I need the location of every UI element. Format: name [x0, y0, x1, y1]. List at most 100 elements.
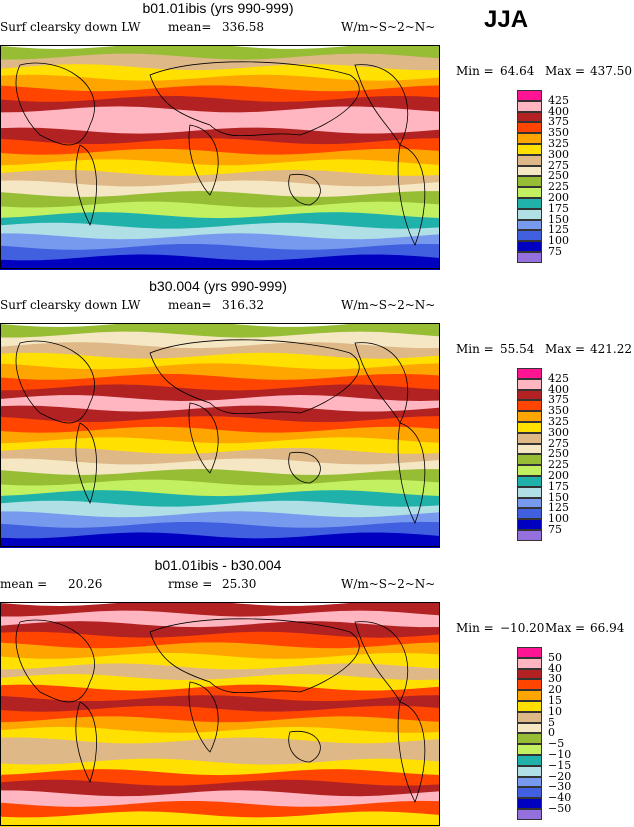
- contour-band: [0, 352, 440, 372]
- colorbar-label: 75: [548, 245, 562, 258]
- coastline: [149, 61, 360, 137]
- colorbar-box: [517, 187, 542, 198]
- contour-band: [0, 532, 440, 548]
- coastline: [149, 618, 360, 694]
- max-value: 421.22: [590, 342, 632, 356]
- colorbar-box: [517, 90, 542, 101]
- colorbar-label: −15: [548, 758, 572, 772]
- colorbar-label: 175: [548, 201, 569, 215]
- coastline: [15, 62, 95, 146]
- colorbar-label: 425: [548, 371, 569, 385]
- colorbar-box: [517, 443, 542, 455]
- contour-band: [0, 684, 440, 704]
- contour-map: [0, 602, 440, 827]
- units-label: W/m~S~2~N~: [341, 298, 436, 312]
- max-value: 66.94: [590, 621, 625, 635]
- rmse-value: 25.30: [222, 577, 257, 591]
- colorbar-box: [517, 368, 542, 379]
- coastline: [397, 144, 426, 247]
- min-label: Min =: [456, 621, 494, 635]
- colorbar-label: 400: [548, 382, 569, 396]
- min-value: −10.20: [500, 621, 545, 635]
- colorbar-box: [517, 454, 542, 466]
- colorbar-label: 300: [548, 147, 569, 161]
- colorbar-box: [517, 722, 542, 734]
- colorbar-label: 100: [548, 512, 569, 526]
- colorbar-label: 5: [548, 715, 555, 729]
- coastline: [397, 422, 426, 525]
- contour-band: [0, 726, 440, 746]
- colorbar-label: 300: [548, 425, 569, 439]
- colorbar-label: −40: [548, 791, 572, 805]
- colorbar-box: [517, 165, 542, 177]
- colorbar-box: [517, 208, 542, 220]
- colorbar-label: 400: [548, 104, 569, 118]
- colorbar-label: 250: [548, 447, 569, 461]
- colorbar-label: 125: [548, 501, 569, 515]
- min-value: 64.64: [500, 64, 535, 78]
- min-value: 55.54: [500, 342, 535, 356]
- colorbar-label: 150: [548, 490, 569, 504]
- colorbar-box: [517, 701, 542, 712]
- panel-title: b30.004 (yrs 990-999): [149, 278, 287, 294]
- colorbar-label: 20: [548, 683, 562, 697]
- units-label: W/m~S~2~N~: [341, 577, 436, 591]
- panel-title: b01.01ibis (yrs 990-999): [142, 0, 294, 16]
- colorbar-box: [517, 241, 542, 252]
- colorbar-box: [517, 657, 542, 669]
- colorbar-box: [517, 465, 542, 476]
- panel-title: b01.01ibis - b30.004: [154, 557, 282, 573]
- colorbar-label: 375: [548, 393, 569, 407]
- colorbar-label: 30: [548, 672, 562, 686]
- colorbar-label: 425: [548, 93, 569, 107]
- rmse-label: rmse =: [168, 577, 213, 591]
- colorbar-box: [517, 219, 542, 231]
- colorbar-box: [517, 744, 542, 755]
- colorbar-box: [517, 122, 542, 134]
- mean-label: mean=: [168, 20, 212, 34]
- colorbar-label: 325: [548, 137, 569, 150]
- colorbar-label: 275: [548, 436, 569, 450]
- max-value: 437.50: [590, 64, 632, 78]
- colorbar-box: [517, 252, 542, 263]
- contour-map: [0, 45, 440, 270]
- colorbar-box: [517, 679, 542, 691]
- contour-band: [0, 631, 440, 651]
- colorbar-label: 225: [548, 458, 569, 472]
- colorbar-box: [517, 668, 542, 680]
- map-frame: [0, 323, 440, 547]
- colorbar-box: [517, 647, 542, 658]
- min-label: Min =: [456, 64, 494, 78]
- colorbar-box: [517, 755, 542, 766]
- colorbar-box: [517, 389, 542, 401]
- colorbar-label: 200: [548, 469, 569, 482]
- colorbar-box: [517, 411, 542, 422]
- colorbar-label: 350: [548, 126, 569, 140]
- colorbar-box: [517, 519, 542, 530]
- contour-band: [0, 737, 440, 756]
- colorbar-label: −50: [548, 802, 572, 815]
- coastline: [75, 144, 97, 227]
- mean-value: 336.58: [222, 20, 264, 34]
- colorbar-box: [517, 711, 542, 723]
- colorbar-label: 275: [548, 158, 569, 172]
- colorbar-box: [517, 809, 542, 820]
- colorbar-box: [517, 497, 542, 509]
- max-label: Max =: [545, 64, 586, 78]
- contour-band: [0, 779, 440, 799]
- coastline: [75, 701, 97, 784]
- coastline: [397, 701, 426, 804]
- coastline: [15, 340, 95, 424]
- colorbar-box: [517, 508, 542, 520]
- colorbar-box: [517, 530, 542, 541]
- mean-label: mean=: [168, 298, 212, 312]
- colorbar-box: [517, 798, 542, 809]
- contour-band: [0, 254, 440, 270]
- colorbar-box: [517, 400, 542, 412]
- contour-band: [0, 790, 440, 809]
- colorbar-box: [517, 198, 542, 209]
- colorbar-box: [517, 422, 542, 433]
- contour-band: [0, 447, 440, 467]
- contour-band: [0, 342, 440, 361]
- contour-band: [0, 621, 440, 640]
